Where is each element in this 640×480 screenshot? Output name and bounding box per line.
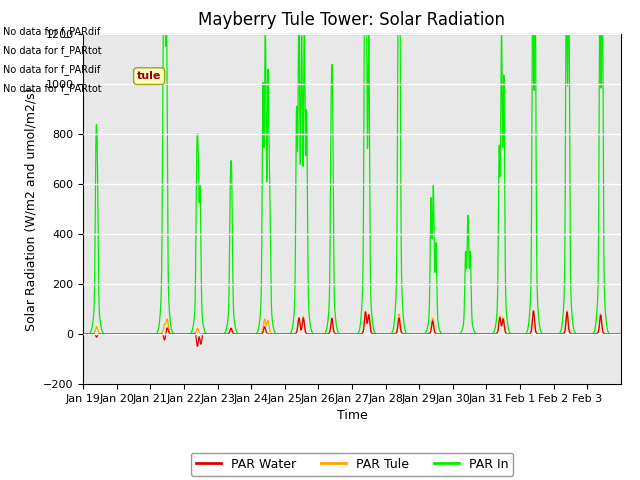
- PAR Water: [266, 331, 273, 337]
- PAR In: [193, 131, 201, 137]
- PAR In: [617, 331, 625, 337]
- X-axis label: Time: Time: [337, 409, 367, 422]
- Line: PAR Tule: PAR Tule: [83, 311, 621, 334]
- Text: No data for f_PARdif: No data for f_PARdif: [3, 64, 100, 75]
- PAR Tule: [563, 314, 570, 320]
- PAR Tule: [177, 331, 184, 337]
- PAR Water: [177, 331, 184, 337]
- PAR Water: [198, 340, 205, 346]
- Line: PAR In: PAR In: [83, 21, 621, 334]
- Y-axis label: Solar Radiation (W/m2 and umol/m2/s): Solar Radiation (W/m2 and umol/m2/s): [24, 87, 37, 331]
- PAR Water: [193, 343, 201, 349]
- PAR In: [198, 282, 205, 288]
- PAR Tule: [127, 331, 134, 337]
- Title: Mayberry Tule Tower: Solar Radiation: Mayberry Tule Tower: Solar Radiation: [198, 11, 506, 29]
- PAR Tule: [586, 331, 593, 337]
- PAR In: [126, 331, 134, 337]
- PAR Tule: [79, 331, 87, 337]
- PAR Water: [617, 331, 625, 337]
- PAR In: [177, 331, 184, 337]
- PAR In: [586, 331, 593, 337]
- PAR In: [563, 18, 570, 24]
- PAR In: [266, 158, 273, 164]
- Text: No data for f_PARtot: No data for f_PARtot: [3, 83, 102, 94]
- PAR Water: [193, 344, 201, 349]
- Legend: PAR Water, PAR Tule, PAR In: PAR Water, PAR Tule, PAR In: [191, 453, 513, 476]
- PAR Water: [79, 331, 87, 337]
- Text: No data for f_PARdif: No data for f_PARdif: [3, 25, 100, 36]
- PAR In: [79, 331, 87, 337]
- PAR Water: [530, 308, 538, 314]
- PAR In: [159, 18, 167, 24]
- Text: No data for f_PARtot: No data for f_PARtot: [3, 45, 102, 56]
- PAR Tule: [266, 324, 273, 330]
- PAR Tule: [530, 308, 538, 314]
- PAR Tule: [193, 325, 201, 331]
- PAR Tule: [617, 331, 625, 337]
- Text: tule: tule: [137, 71, 161, 81]
- PAR Water: [563, 316, 570, 322]
- PAR Water: [586, 331, 593, 337]
- PAR Tule: [198, 331, 205, 336]
- Line: PAR Water: PAR Water: [83, 311, 621, 347]
